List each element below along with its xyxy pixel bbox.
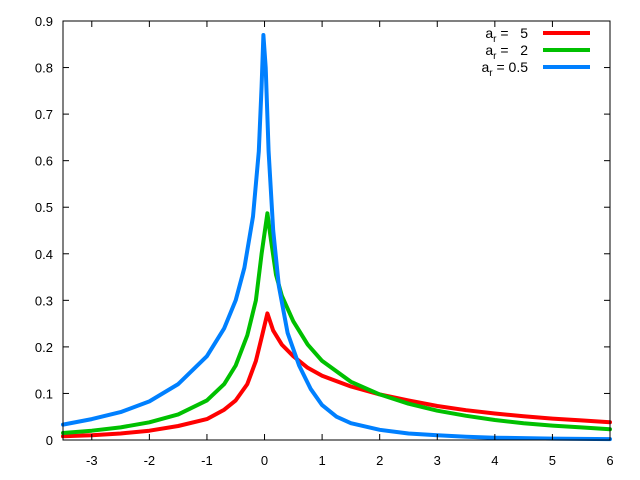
legend-label-sub: r bbox=[493, 51, 497, 62]
y-tick-label: 0.9 bbox=[35, 14, 53, 29]
y-tick-label: 0.6 bbox=[35, 154, 53, 169]
legend-label-value: = 2 bbox=[496, 42, 528, 58]
legend-label-base: a bbox=[485, 25, 493, 41]
x-tick-label: 4 bbox=[491, 453, 498, 468]
y-tick-label: 0.8 bbox=[35, 61, 53, 76]
legend-label-value: = 0.5 bbox=[493, 59, 529, 75]
x-tick-label: 1 bbox=[318, 453, 325, 468]
series-line-0 bbox=[61, 311, 612, 439]
series-line-2 bbox=[61, 33, 612, 442]
axes-layer: -3 -2 -1 0 1 2 3 4 5 6 0 0.1 0.2 0.3 0.4 0.5 0.6 0.7 0.8 0.… bbox=[35, 14, 614, 468]
legend-label-value: = 5 bbox=[496, 25, 528, 41]
x-tick-label: 2 bbox=[376, 453, 383, 468]
y-tick-label: 0.5 bbox=[35, 200, 53, 215]
legend-label-base: a bbox=[485, 42, 493, 58]
legend-label-2: ar = 0.5 bbox=[481, 59, 528, 79]
y-tick-label: 0 bbox=[46, 433, 53, 448]
x-tick-label: -3 bbox=[86, 453, 98, 468]
legend-label-sub: r bbox=[489, 68, 493, 79]
legend: ar = 5ar = 2ar = 0.5 bbox=[481, 25, 590, 79]
y-tick-label: 0.7 bbox=[35, 107, 53, 122]
legend-label-sub: r bbox=[493, 34, 497, 45]
y-tick-label: 0.2 bbox=[35, 340, 53, 355]
x-tick-label: -2 bbox=[144, 453, 156, 468]
y-tick-label: 0.3 bbox=[35, 293, 53, 308]
x-tick-label: 6 bbox=[606, 453, 613, 468]
x-tick-label: 5 bbox=[549, 453, 556, 468]
series-layer bbox=[61, 33, 612, 442]
plot-frame bbox=[62, 20, 611, 441]
x-tick-label: -1 bbox=[201, 453, 213, 468]
legend-label-1: ar = 2 bbox=[485, 42, 528, 62]
legend-label-base: a bbox=[481, 59, 489, 75]
y-tick-label: 0.1 bbox=[35, 386, 53, 401]
series-line-1 bbox=[61, 211, 612, 435]
x-tick-label: 3 bbox=[434, 453, 441, 468]
legend-label-0: ar = 5 bbox=[485, 25, 528, 45]
x-tick-label: 0 bbox=[261, 453, 268, 468]
y-tick-label: 0.4 bbox=[35, 247, 53, 262]
